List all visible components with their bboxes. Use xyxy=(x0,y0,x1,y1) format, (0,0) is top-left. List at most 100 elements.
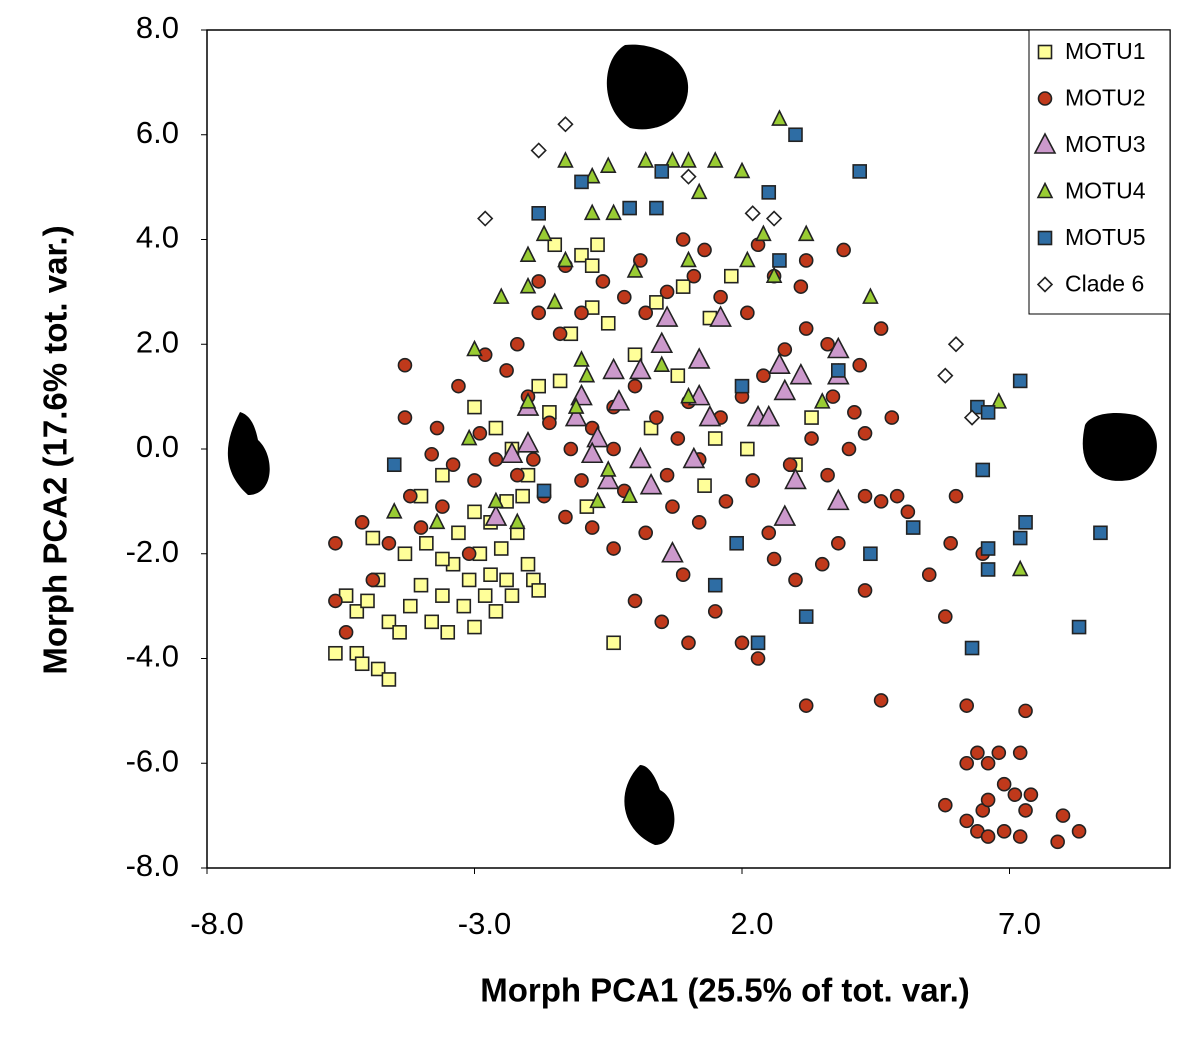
y-tick-label: -4.0 xyxy=(126,639,179,674)
point xyxy=(546,292,564,310)
point xyxy=(531,583,547,598)
point xyxy=(563,441,579,457)
point xyxy=(723,268,739,284)
point xyxy=(370,661,386,677)
point xyxy=(483,567,498,583)
x-axis-label: Morph PCA1 (25.5% of tot. var.) xyxy=(480,972,970,1009)
point xyxy=(466,339,483,357)
point xyxy=(996,776,1012,792)
point xyxy=(740,305,755,321)
x-tick-label: -3.0 xyxy=(458,906,511,941)
point xyxy=(675,232,691,247)
point xyxy=(740,441,755,457)
point xyxy=(542,415,557,431)
point xyxy=(670,431,686,446)
point xyxy=(633,253,648,268)
point xyxy=(664,151,681,168)
point xyxy=(557,151,574,168)
point xyxy=(484,504,508,526)
point xyxy=(599,156,617,173)
point xyxy=(784,467,807,490)
point xyxy=(980,541,996,556)
point xyxy=(937,609,953,624)
point xyxy=(616,289,632,305)
point xyxy=(980,829,996,844)
point xyxy=(680,151,697,168)
point xyxy=(1071,824,1087,839)
point xyxy=(531,305,547,321)
point xyxy=(557,116,574,133)
point xyxy=(773,378,797,401)
point xyxy=(718,494,734,509)
point xyxy=(884,410,900,425)
point xyxy=(419,535,434,551)
point xyxy=(584,520,600,535)
point xyxy=(629,446,652,469)
point xyxy=(435,588,450,603)
point xyxy=(963,409,981,426)
point xyxy=(499,363,514,378)
point xyxy=(328,535,343,551)
point xyxy=(707,577,723,593)
point xyxy=(681,635,696,651)
point xyxy=(451,378,466,394)
point xyxy=(461,572,477,588)
y-tick-label: 4.0 xyxy=(136,220,179,255)
point xyxy=(586,425,609,448)
point xyxy=(467,473,482,488)
point xyxy=(397,410,413,425)
point xyxy=(857,425,873,441)
point xyxy=(937,367,954,384)
point xyxy=(552,326,568,342)
point xyxy=(488,420,504,436)
point xyxy=(707,431,723,446)
point xyxy=(557,250,574,268)
point xyxy=(1023,787,1039,802)
point xyxy=(435,551,450,567)
point xyxy=(793,279,809,294)
point xyxy=(429,420,445,436)
legend: MOTU1 MOTU2 MOTU3 MOTU4 MOTU5 Clade 6 xyxy=(1028,29,1171,315)
point xyxy=(386,457,402,473)
point xyxy=(519,392,537,409)
point xyxy=(777,342,793,357)
legend-marker xyxy=(1036,181,1054,199)
point xyxy=(584,258,600,273)
point xyxy=(1011,559,1029,577)
point xyxy=(1012,829,1028,844)
point xyxy=(991,745,1007,761)
point xyxy=(629,357,652,380)
point xyxy=(413,520,429,535)
point xyxy=(797,224,815,242)
point xyxy=(1012,530,1028,546)
shell-bottom xyxy=(624,765,675,845)
point xyxy=(744,205,761,222)
point xyxy=(424,614,440,630)
point xyxy=(516,431,540,453)
point xyxy=(589,491,606,509)
point xyxy=(947,336,965,353)
point xyxy=(621,486,638,503)
point xyxy=(639,472,663,495)
point xyxy=(761,525,777,541)
point xyxy=(567,397,585,414)
y-tick-label: 6.0 xyxy=(136,115,179,150)
point xyxy=(734,635,750,651)
point xyxy=(653,355,671,372)
point xyxy=(499,572,514,588)
point xyxy=(467,619,482,635)
point xyxy=(659,467,675,483)
point xyxy=(638,525,654,541)
point xyxy=(1012,745,1028,761)
point xyxy=(889,488,905,504)
point xyxy=(680,386,697,404)
point xyxy=(654,164,670,179)
point xyxy=(798,698,814,713)
point xyxy=(649,410,664,425)
point xyxy=(492,287,510,304)
point xyxy=(980,562,996,577)
shell-right xyxy=(1082,413,1157,481)
point xyxy=(488,452,504,467)
point xyxy=(755,224,772,242)
legend-marker xyxy=(1033,132,1057,154)
